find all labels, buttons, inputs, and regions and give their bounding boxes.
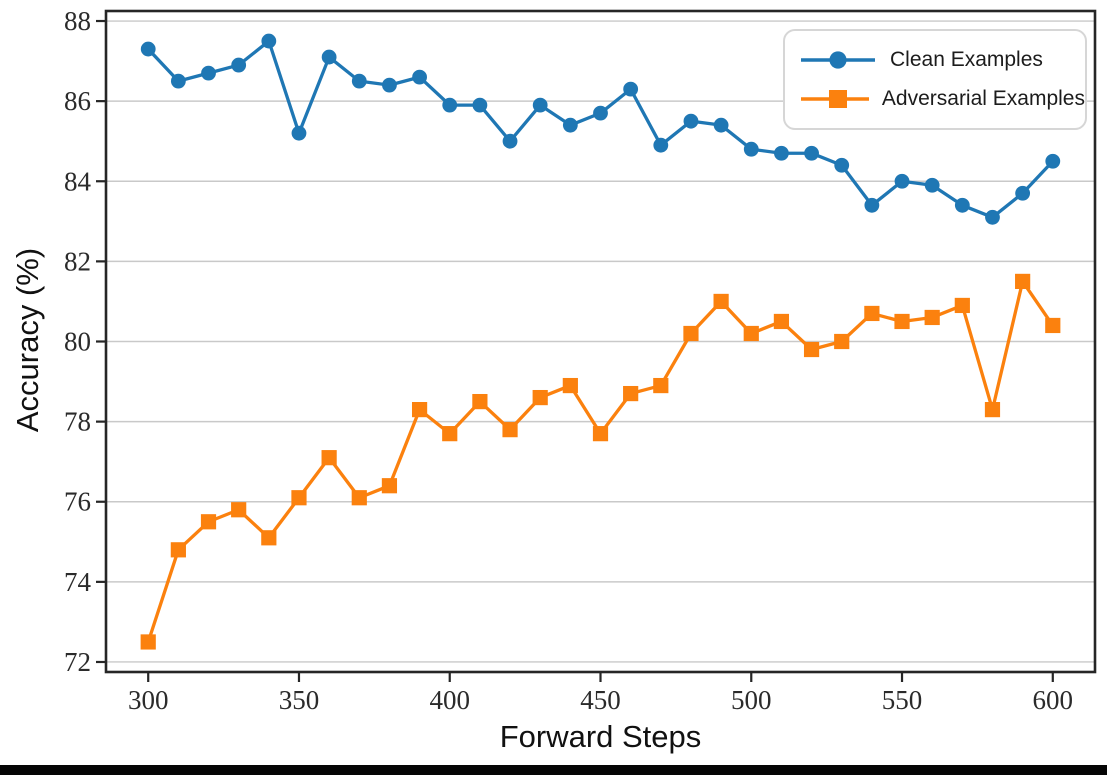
y-tick-label: 82 [64,246,91,276]
data-point-square [411,402,428,418]
data-point-circle [593,105,608,121]
data-point-circle [231,57,247,73]
data-point-circle [382,77,397,93]
data-point-circle [924,177,940,193]
data-point-circle [502,133,518,149]
adversarial-series-line-square-icon [801,90,869,108]
data-point-circle [291,125,307,141]
data-point-square [683,325,699,342]
y-tick-label: 76 [64,487,91,517]
data-point-circle [743,141,759,157]
data-point-circle [412,69,427,85]
data-point-square [231,502,247,518]
data-point-circle [894,173,910,189]
bottom-black-bar [0,765,1107,775]
legend-label-adversarial: Adversarial Examples [881,87,1085,110]
data-point-circle [683,113,699,129]
y-axis-title: Accuracy (%) [10,247,45,433]
data-point-circle [170,73,186,89]
data-point-square [713,293,729,310]
data-point-circle [261,33,277,49]
data-point-square [351,490,367,506]
data-point-circle [351,73,367,89]
data-point-circle [321,49,337,65]
x-tick-label: 300 [128,685,169,715]
y-tick-label: 88 [64,6,91,36]
x-tick-label: 500 [731,685,772,715]
data-point-circle [442,97,458,113]
data-point-square [954,297,970,314]
data-point-square [472,393,488,410]
y-tick-label: 86 [64,86,91,116]
data-point-square [653,377,669,394]
y-tick-label: 72 [64,647,91,677]
data-point-circle [1045,153,1061,169]
data-point-square [623,385,639,402]
legend-label-clean: Clean Examples [890,48,1043,71]
data-point-square [170,542,186,558]
legend-item-adversarial-examples: Adversarial Examples [799,87,1085,111]
y-tick-label: 80 [64,327,91,357]
data-point-square [442,426,458,442]
data-point-circle [140,41,156,57]
data-point-square [562,377,578,394]
data-point-circle [472,97,488,113]
data-point-square [773,313,790,330]
x-axis-title: Forward Steps [499,719,702,754]
data-point-square [1015,273,1031,290]
data-point-square [803,341,820,358]
data-point-circle [774,145,789,161]
data-point-circle [804,145,819,161]
plot-border [104,9,1097,674]
x-tick-label: 450 [580,685,621,715]
data-point-circle [201,65,216,81]
data-point-square [140,634,156,650]
data-point-square [864,305,880,322]
legend: Clean Examples Adversarial Examples [783,29,1087,130]
series-line-square [146,279,1055,643]
data-point-square [1045,317,1061,334]
data-point-circle [623,81,639,97]
data-point-square [984,402,1001,418]
data-point-circle [834,157,850,173]
y-tick-label: 84 [64,166,92,196]
data-point-square [291,490,307,506]
data-point-square [592,426,609,442]
data-point-circle [864,197,880,213]
data-point-circle [713,117,729,133]
data-point-square [532,389,548,406]
clean-series-line-circle-icon [801,51,875,69]
data-point-circle [954,197,970,213]
data-point-square [924,309,940,326]
data-point-circle [985,209,1000,225]
data-point-circle [653,137,669,153]
data-point-square [381,478,398,494]
y-tick-label: 74 [64,567,92,597]
data-point-square [743,325,759,342]
y-tick-label: 78 [64,407,91,437]
data-point-square [200,514,217,530]
x-tick-label: 600 [1033,685,1074,715]
x-tick-label: 550 [882,685,923,715]
x-tick-label: 350 [279,685,320,715]
data-point-square [321,450,337,466]
x-tick-label: 400 [429,685,470,715]
data-point-square [261,530,277,546]
data-point-square [834,333,850,350]
legend-item-clean-examples: Clean Examples [799,48,1085,72]
data-point-square [502,422,518,438]
data-point-circle [562,117,578,133]
data-point-square [894,313,910,330]
data-point-circle [532,97,548,113]
data-point-circle [1015,185,1031,201]
